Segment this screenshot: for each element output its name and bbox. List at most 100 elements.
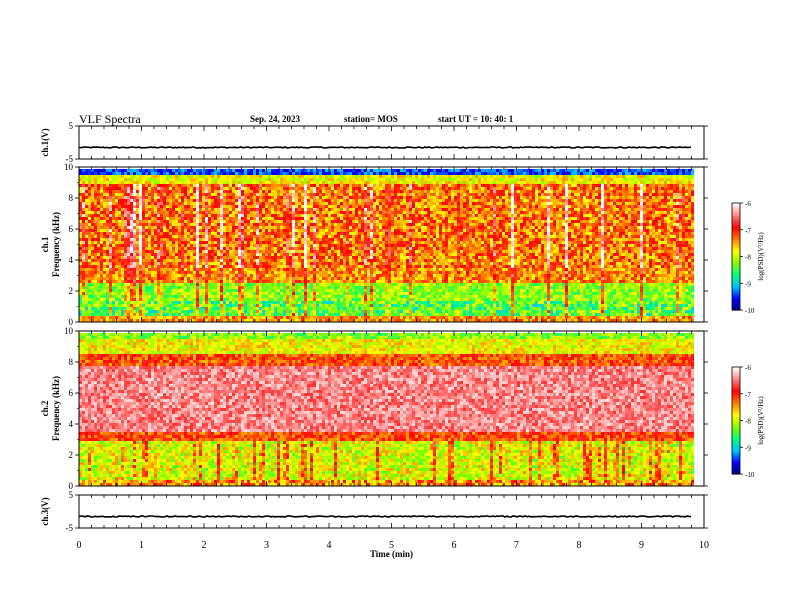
spectrogram-cell xyxy=(301,229,304,232)
spectrogram-cell xyxy=(85,196,88,199)
spectrogram-cell xyxy=(235,169,238,172)
spectrogram-cell xyxy=(232,316,235,319)
spectrogram-cell xyxy=(283,214,286,217)
spectrogram-cell xyxy=(343,319,346,322)
spectrogram-cell xyxy=(229,205,232,208)
spectrogram-cell xyxy=(82,292,85,295)
spectrogram-cell xyxy=(349,193,352,196)
spectrogram-cell xyxy=(352,250,355,253)
spectrogram-cell xyxy=(232,250,235,253)
spectrogram-cell xyxy=(223,202,226,205)
spectrogram-cell xyxy=(346,220,349,223)
spectrogram-cell xyxy=(112,253,115,256)
spectrogram-cell xyxy=(226,265,229,268)
spectrogram-cell xyxy=(106,238,109,241)
spectrogram-cell xyxy=(85,277,88,280)
spectrogram-cell xyxy=(334,196,337,199)
spectrogram-cell xyxy=(295,175,298,178)
spectrogram-cell xyxy=(235,316,238,319)
spectrogram-cell xyxy=(124,298,127,301)
spectrogram-cell xyxy=(286,226,289,229)
spectrogram-cell xyxy=(238,211,241,214)
spectrogram-cell xyxy=(145,271,148,274)
spectrogram-cell xyxy=(172,307,175,310)
spectrogram-cell xyxy=(211,274,214,277)
spectrogram-cell xyxy=(82,241,85,244)
spectrogram-cell xyxy=(124,295,127,298)
spectrogram-cell xyxy=(166,274,169,277)
spectrogram-cell xyxy=(253,223,256,226)
spectrogram-cell xyxy=(187,289,190,292)
spectrogram-cell xyxy=(103,292,106,295)
spectrogram-cell xyxy=(313,217,316,220)
spectrogram-cell xyxy=(79,169,82,172)
spectrogram-cell xyxy=(181,253,184,256)
spectrogram-cell xyxy=(148,313,151,316)
spectrogram-cell xyxy=(286,229,289,232)
spectrogram-cell xyxy=(112,217,115,220)
spectrogram-cell xyxy=(262,259,265,262)
spectrogram-cell xyxy=(145,286,148,289)
spectrogram-cell xyxy=(223,289,226,292)
spectrogram-cell xyxy=(223,298,226,301)
spectrogram-cell xyxy=(79,253,82,256)
spectrogram-cell xyxy=(319,187,322,190)
spectrogram-cell xyxy=(343,229,346,232)
spectrogram-cell xyxy=(202,304,205,307)
spectrogram-cell xyxy=(103,211,106,214)
spectrogram-cell xyxy=(175,214,178,217)
spectrogram-cell xyxy=(181,214,184,217)
spectrogram-cell xyxy=(271,316,274,319)
spectrogram-cell xyxy=(274,232,277,235)
spectrogram-cell xyxy=(229,175,232,178)
spectrogram-cell xyxy=(364,253,367,256)
spectrogram-cell xyxy=(88,289,91,292)
spectrogram-cell xyxy=(169,193,172,196)
spectrogram-cell xyxy=(193,175,196,178)
spectrogram-cell xyxy=(199,178,202,181)
spectrogram-cell xyxy=(349,178,352,181)
spectrogram-cell xyxy=(367,274,370,277)
spectrogram-cell xyxy=(190,229,193,232)
spectrogram-cell xyxy=(190,244,193,247)
spectrogram-cell xyxy=(310,175,313,178)
spectrogram-cell xyxy=(274,220,277,223)
spectrogram-cell xyxy=(121,208,124,211)
spectrogram-cell xyxy=(148,304,151,307)
spectrogram-cell xyxy=(286,169,289,172)
spectrogram-cell xyxy=(367,181,370,184)
spectrogram-cell xyxy=(331,202,334,205)
spectrogram-cell xyxy=(292,292,295,295)
spectrogram-cell xyxy=(277,250,280,253)
spectrogram-cell xyxy=(340,214,343,217)
spectrogram-cell xyxy=(328,193,331,196)
spectrogram-cell xyxy=(319,223,322,226)
spectrogram-cell xyxy=(361,208,364,211)
spectrogram-cell xyxy=(301,205,304,208)
spectrogram-cell xyxy=(268,199,271,202)
spectrogram-cell xyxy=(166,289,169,292)
spectrogram-cell xyxy=(121,259,124,262)
spectrogram-cell xyxy=(97,277,100,280)
spectrogram-cell xyxy=(157,286,160,289)
spectrogram-cell xyxy=(142,175,145,178)
spectrogram-cell xyxy=(118,292,121,295)
spectrogram-cell xyxy=(223,199,226,202)
spectrogram-cell xyxy=(331,169,334,172)
spectrogram-cell xyxy=(103,217,106,220)
spectrogram-cell xyxy=(109,244,112,247)
spectrogram-cell xyxy=(214,172,217,175)
spectrogram-cell xyxy=(340,220,343,223)
spectrogram-cell xyxy=(346,280,349,283)
spectrogram-cell xyxy=(139,229,142,232)
spectrogram-cell xyxy=(349,241,352,244)
spectrogram-cell xyxy=(127,259,130,262)
spectrogram-cell xyxy=(340,181,343,184)
spectrogram-cell xyxy=(247,268,250,271)
spectrogram-cell xyxy=(121,310,124,313)
spectrogram-cell xyxy=(307,211,310,214)
spectrogram-cell xyxy=(253,247,256,250)
spectrogram-cell xyxy=(289,241,292,244)
spectrogram-cell xyxy=(118,268,121,271)
spectrogram-cell xyxy=(259,208,262,211)
